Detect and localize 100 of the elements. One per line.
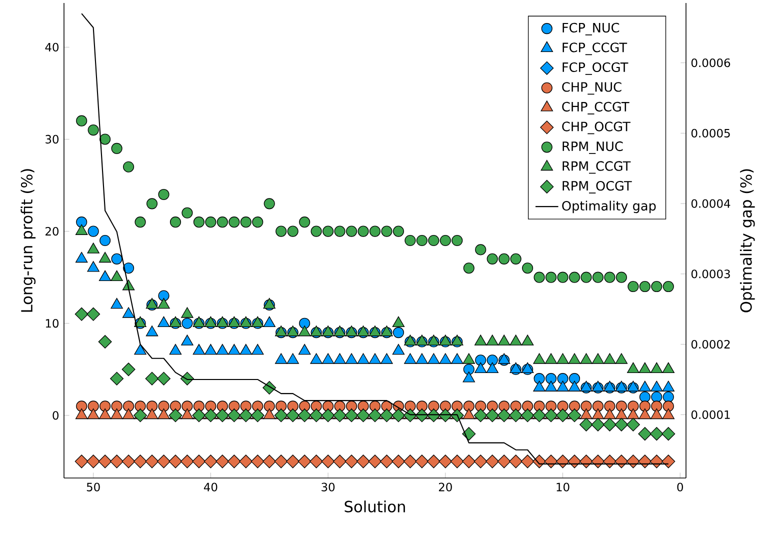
point <box>604 400 616 412</box>
point <box>557 373 568 384</box>
point <box>534 400 545 412</box>
point <box>557 400 568 412</box>
point <box>475 400 486 412</box>
point <box>264 198 275 210</box>
point <box>334 226 346 237</box>
point <box>122 454 136 468</box>
point <box>428 234 440 246</box>
point <box>182 400 193 412</box>
point <box>475 354 486 366</box>
point <box>520 454 534 468</box>
point <box>356 454 370 468</box>
x-tick-label: 0 <box>677 482 683 492</box>
point <box>74 307 88 321</box>
point <box>520 408 534 422</box>
point <box>662 391 674 403</box>
point <box>76 115 88 126</box>
point <box>474 454 488 468</box>
legend-label: Optimality gap <box>562 200 656 214</box>
point <box>592 400 604 412</box>
point <box>239 408 253 422</box>
point <box>192 454 206 468</box>
y-axis-title: Long-run profit (%) <box>20 169 36 312</box>
point <box>662 427 676 441</box>
point <box>450 454 464 468</box>
point <box>651 280 662 292</box>
point <box>216 216 228 228</box>
point <box>287 400 298 412</box>
point <box>381 226 392 237</box>
y-tick-label: 10 <box>46 319 59 328</box>
y-tick-label: 0 <box>52 411 59 420</box>
point <box>416 234 428 246</box>
point <box>369 226 381 237</box>
point <box>227 454 241 468</box>
point <box>298 454 312 468</box>
point <box>438 454 452 468</box>
point <box>463 364 474 375</box>
point <box>368 408 382 422</box>
point <box>616 400 627 412</box>
legend-label: CHP_CCGT <box>562 102 630 114</box>
point <box>158 188 170 200</box>
point <box>134 400 146 412</box>
point <box>579 454 593 468</box>
point <box>639 400 650 412</box>
point <box>416 400 428 412</box>
point <box>403 454 417 468</box>
point <box>204 454 218 468</box>
point <box>415 454 429 468</box>
point <box>88 226 99 237</box>
point <box>380 454 394 468</box>
point <box>651 391 662 403</box>
point <box>264 400 275 412</box>
point <box>110 372 124 386</box>
point <box>276 400 287 412</box>
point <box>239 454 253 468</box>
point <box>145 454 159 468</box>
point <box>111 400 122 412</box>
point <box>462 454 476 468</box>
point <box>110 454 124 468</box>
point <box>392 327 404 338</box>
point <box>626 418 640 432</box>
point <box>356 408 370 422</box>
point <box>180 454 194 468</box>
point <box>134 216 146 228</box>
point <box>170 216 182 228</box>
x-tick-label: 40 <box>204 482 218 492</box>
point <box>452 400 463 412</box>
y2-tick-label: 0.0004 <box>691 199 730 208</box>
legend-label: FCP_OCGT <box>562 62 628 75</box>
point <box>123 262 134 274</box>
point <box>474 408 488 422</box>
point <box>321 408 335 422</box>
point <box>522 400 534 412</box>
point <box>204 408 218 422</box>
point <box>216 408 230 422</box>
legend-label: CHP_OCGT <box>562 122 630 134</box>
point <box>322 226 334 237</box>
point <box>628 400 639 412</box>
point <box>662 280 674 292</box>
point <box>556 454 570 468</box>
point <box>510 253 522 264</box>
point <box>86 454 100 468</box>
point <box>532 408 546 422</box>
point <box>310 400 322 412</box>
point <box>76 400 88 412</box>
point <box>638 427 652 441</box>
point <box>98 335 112 349</box>
point <box>276 226 287 237</box>
point <box>498 253 510 264</box>
point <box>510 400 522 412</box>
point <box>250 408 264 422</box>
point <box>463 400 474 412</box>
point <box>134 454 148 468</box>
point <box>497 454 511 468</box>
point <box>262 454 276 468</box>
point <box>616 272 627 283</box>
point <box>88 400 99 412</box>
point <box>252 400 264 412</box>
point <box>123 400 134 412</box>
